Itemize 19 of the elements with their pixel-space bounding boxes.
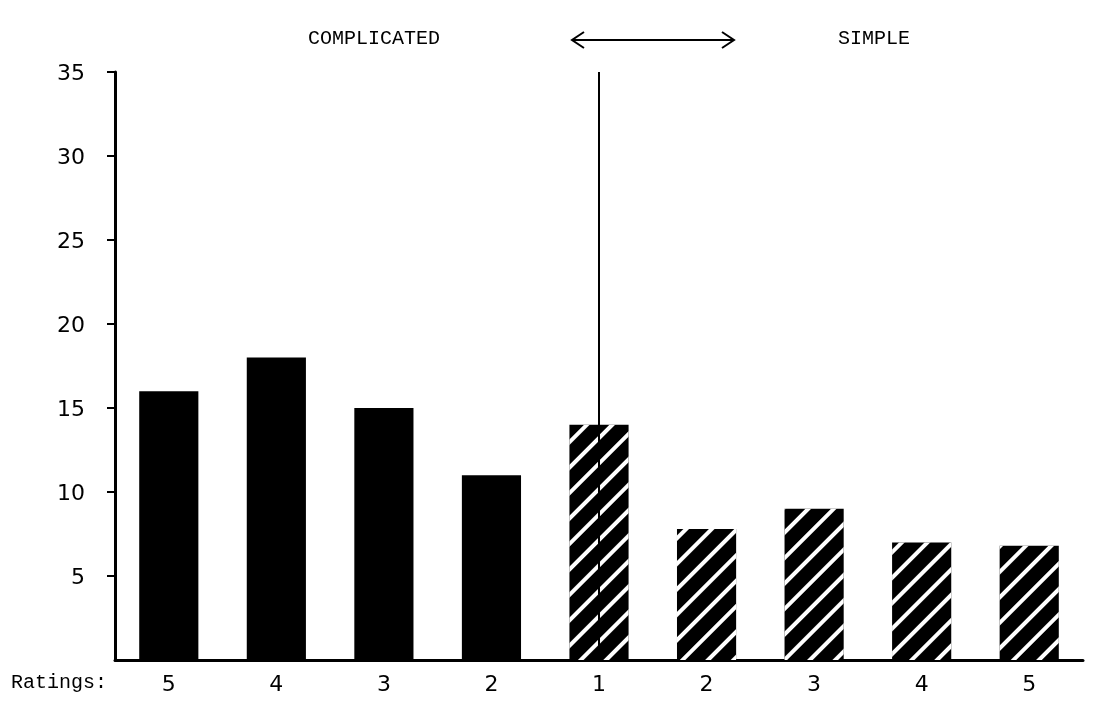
text: COMPLICATED — [308, 26, 441, 50]
y-tick-label: 30 — [57, 143, 86, 169]
x-tick-label: 3 — [807, 670, 822, 696]
x-tick-label: 2 — [484, 670, 499, 696]
x-tick-label: 4 — [914, 670, 929, 696]
x-tick-label: 3 — [376, 670, 391, 696]
y-tick-label: 15 — [57, 395, 86, 421]
y-tick-label: 35 — [57, 59, 86, 85]
x-tick-label: 1 — [592, 670, 607, 696]
x-axis-title: Ratings: — [11, 670, 108, 694]
y-tick-label: 25 — [57, 227, 86, 253]
x-tick-label: 5 — [1022, 670, 1037, 696]
x-tick-label: 2 — [699, 670, 714, 696]
y-tick-label: 20 — [57, 311, 86, 337]
x-tick-label: 4 — [269, 670, 284, 696]
y-tick-label: 10 — [57, 479, 86, 505]
text: SIMPLE — [838, 26, 911, 50]
y-tick-label: 5 — [71, 563, 86, 589]
x-tick-label: 5 — [161, 670, 176, 696]
